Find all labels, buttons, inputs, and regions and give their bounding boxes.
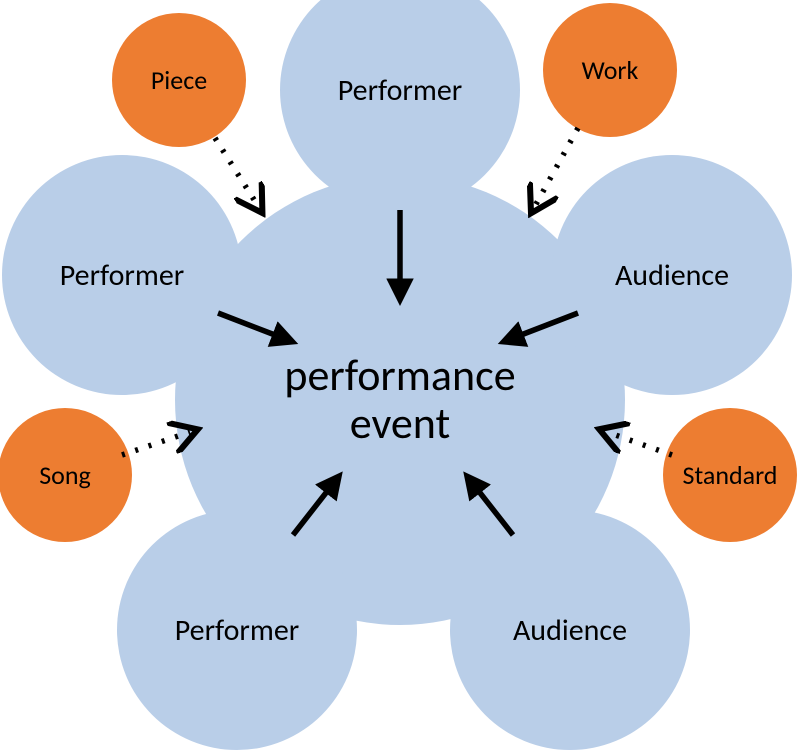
node-label: Performer — [175, 612, 299, 649]
node-label: Performer — [338, 72, 462, 109]
node-label: Song — [39, 459, 91, 491]
node-piece: Piece — [112, 13, 246, 147]
node-standard: Standard — [663, 408, 797, 542]
node-label: Audience — [615, 257, 729, 294]
node-label: Standard — [683, 459, 778, 491]
node-performer-left: Performer — [2, 155, 242, 395]
diagram-stage: performanceevent Performer Audience Audi… — [0, 0, 800, 751]
node-label: Audience — [513, 612, 627, 649]
node-audience-right: Audience — [552, 155, 792, 395]
node-label: Performer — [60, 257, 184, 294]
node-performer-bottom-left: Performer — [117, 510, 357, 750]
node-audience-bottom-right: Audience — [450, 510, 690, 750]
node-label: Work — [582, 54, 639, 86]
node-label: Piece — [151, 64, 207, 96]
center-label: performanceevent — [284, 352, 515, 447]
node-song: Song — [0, 408, 132, 542]
node-performer-top: Performer — [280, 0, 520, 210]
node-work: Work — [543, 3, 677, 137]
